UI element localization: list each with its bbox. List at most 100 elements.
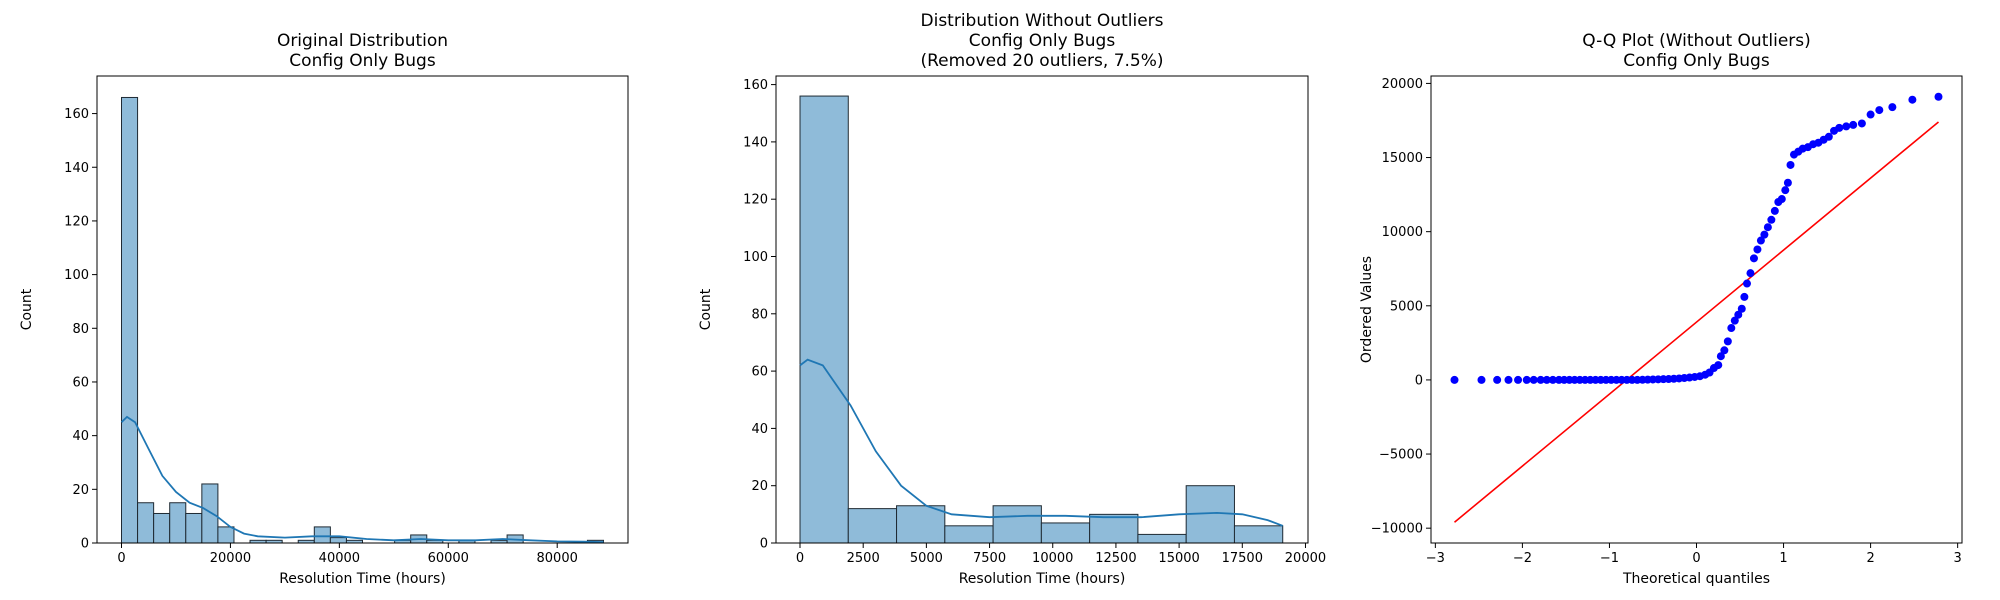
x-tick-label: −1 bbox=[1600, 551, 1619, 566]
y-tick-label: 100 bbox=[64, 268, 89, 283]
qq-point bbox=[1723, 337, 1732, 346]
qq-point bbox=[1730, 316, 1739, 325]
histogram-bar bbox=[896, 505, 946, 544]
y-axis-label: Ordered Values bbox=[1359, 256, 1375, 363]
y-tick-label: −10000 bbox=[1371, 522, 1423, 537]
reference-line bbox=[1453, 121, 1940, 523]
qq-point bbox=[1756, 236, 1765, 245]
y-tick-label: 140 bbox=[743, 135, 768, 150]
x-axis-label: Resolution Time (hours) bbox=[959, 571, 1126, 587]
histogram-bar bbox=[329, 537, 347, 544]
chart-title-line: Config Only Bugs bbox=[969, 31, 1116, 51]
histogram-bar bbox=[944, 525, 994, 544]
qq-point bbox=[1477, 375, 1486, 384]
x-tick-label: 17500 bbox=[1222, 551, 1263, 566]
x-tick-label: −2 bbox=[1513, 551, 1532, 566]
y-axis-label: Count bbox=[698, 288, 714, 330]
y-tick-label: 5000 bbox=[1390, 299, 1423, 314]
qq-point bbox=[1786, 160, 1795, 169]
y-tick-label: 120 bbox=[743, 193, 768, 208]
chart-title-line: Q-Q Plot (Without Outliers) bbox=[1582, 31, 1811, 51]
x-tick-label: 0 bbox=[117, 551, 125, 566]
chart-title-line: Original Distribution bbox=[277, 31, 448, 51]
qq-point bbox=[1714, 361, 1723, 370]
qq-point bbox=[1742, 279, 1751, 288]
x-tick-label: 2500 bbox=[847, 551, 880, 566]
kde-curve bbox=[120, 415, 604, 544]
x-tick-label: 60000 bbox=[428, 551, 469, 566]
qq-point bbox=[1522, 375, 1531, 384]
qq-plot-panel: Q-Q Plot (Without Outliers)Config Only B… bbox=[1359, 31, 1963, 587]
histogram-bar bbox=[313, 526, 331, 544]
y-tick-label: 100 bbox=[743, 250, 768, 265]
y-tick-label: 140 bbox=[64, 161, 89, 176]
qq-point bbox=[1770, 206, 1779, 215]
y-tick-label: 60 bbox=[72, 375, 89, 390]
y-tick-label: 20 bbox=[751, 479, 768, 494]
plot-frame bbox=[775, 75, 1309, 544]
qq-point bbox=[1934, 92, 1943, 101]
histogram-bar bbox=[1233, 525, 1284, 544]
qq-point bbox=[1753, 245, 1762, 254]
qq-point bbox=[1504, 375, 1513, 384]
y-tick-label: 0 bbox=[1415, 373, 1423, 388]
x-tick-label: −3 bbox=[1426, 551, 1445, 566]
x-tick-label: 15000 bbox=[1158, 551, 1199, 566]
qq-point bbox=[1450, 375, 1459, 384]
y-tick-label: 0 bbox=[760, 537, 768, 552]
x-tick-label: 20000 bbox=[1285, 551, 1326, 566]
x-tick-label: 40000 bbox=[319, 551, 360, 566]
x-tick-label: 0 bbox=[796, 551, 804, 566]
qq-point bbox=[1849, 120, 1858, 129]
histogram-bar bbox=[137, 502, 155, 544]
qq-point bbox=[1908, 95, 1917, 104]
histogram-bar bbox=[847, 508, 898, 544]
qq-point bbox=[1542, 375, 1551, 384]
y-tick-label: 0 bbox=[81, 537, 89, 552]
qq-point bbox=[1727, 324, 1736, 333]
plot-frame bbox=[96, 75, 629, 544]
qq-point bbox=[1749, 254, 1758, 263]
kde-curve bbox=[799, 358, 1284, 527]
x-tick-label: 0 bbox=[1692, 551, 1700, 566]
qq-point bbox=[1824, 132, 1833, 141]
histogram-bar bbox=[1089, 513, 1139, 544]
histogram-bar bbox=[153, 512, 171, 544]
plot-frame bbox=[1430, 75, 1963, 544]
y-tick-label: 80 bbox=[72, 322, 89, 337]
y-tick-label: 20 bbox=[72, 483, 89, 498]
qq-point bbox=[1514, 375, 1523, 384]
x-tick-label: 7500 bbox=[973, 551, 1006, 566]
chart-title-line: (Removed 20 outliers, 7.5%) bbox=[920, 51, 1163, 71]
y-axis-label: Count bbox=[19, 288, 35, 330]
y-tick-label: 160 bbox=[64, 107, 89, 122]
histogram-bar bbox=[1137, 533, 1187, 544]
y-tick-label: 40 bbox=[751, 422, 768, 437]
qq-point bbox=[1734, 310, 1743, 319]
y-tick-label: 160 bbox=[743, 78, 768, 93]
x-tick-label: 3 bbox=[1954, 551, 1962, 566]
x-tick-label: 2 bbox=[1866, 551, 1874, 566]
chart-title-line: Config Only Bugs bbox=[289, 51, 436, 71]
qq-point bbox=[1781, 186, 1790, 195]
qq-point bbox=[1720, 346, 1729, 355]
y-tick-label: 60 bbox=[751, 365, 768, 380]
chart-title-line: Distribution Without Outliers bbox=[921, 11, 1164, 31]
qq-point bbox=[1740, 292, 1749, 301]
qq-point bbox=[1746, 269, 1755, 278]
y-tick-label: 80 bbox=[751, 307, 768, 322]
qq-point bbox=[1857, 119, 1866, 128]
y-tick-label: 15000 bbox=[1382, 151, 1423, 166]
y-tick-label: −5000 bbox=[1379, 448, 1423, 463]
qq-point bbox=[1493, 375, 1502, 384]
histogram-bar bbox=[217, 526, 235, 544]
y-tick-label: 120 bbox=[64, 214, 89, 229]
histogram-bar bbox=[169, 502, 187, 544]
qq-point bbox=[1866, 110, 1875, 119]
qq-point bbox=[1783, 178, 1792, 187]
histogram-bar bbox=[799, 95, 849, 544]
qq-point bbox=[1737, 304, 1746, 313]
qq-point bbox=[1716, 352, 1725, 361]
qq-point bbox=[1760, 230, 1769, 239]
x-tick-label: 5000 bbox=[910, 551, 943, 566]
